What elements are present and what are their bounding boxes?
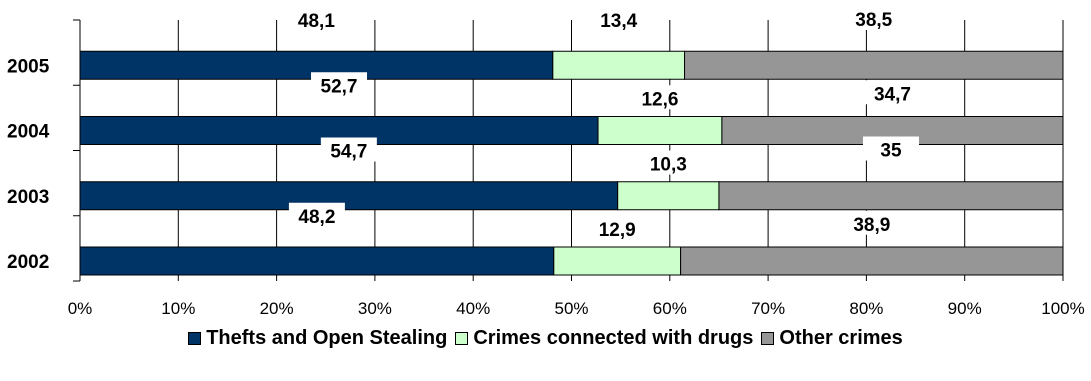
bar-segment [597,116,723,145]
data-label-bg [311,72,368,97]
category-label: 2003 [7,187,49,208]
x-tick-label: 0% [68,299,93,318]
data-label-bg [589,215,646,240]
axes: 2005 2004 2003 2002 [7,19,81,282]
legend-label-other: Other crimes [779,327,903,349]
data-label: 38,9 [853,215,890,236]
data-label: 10,3 [650,155,687,176]
data-labels: 48,1 13,4 38,5 52,7 12,6 34,7 54,7 10,3 35 48,2 12… [288,6,921,241]
data-label-bg [288,202,345,227]
bar-segment [617,181,720,211]
x-tick-label: 50% [554,299,588,318]
data-label: 34,7 [874,84,911,105]
data-label: 54,7 [330,142,367,163]
bar-segment [552,50,686,80]
data-label: 52,7 [321,76,358,97]
bars [79,50,1064,276]
legend-item-other: Other crimes [761,327,903,350]
data-label-bg [640,150,697,175]
bar-segment [718,181,1064,211]
x-tick-label: 90% [948,299,982,318]
x-tick-label: 20% [260,299,294,318]
data-label-bg [864,80,921,105]
data-label: 48,2 [298,207,335,228]
legend-swatch-thefts [188,332,202,345]
bar-segment [79,181,619,211]
category-label: 2004 [7,122,50,143]
data-label-bg [590,7,647,31]
x-tick-label: 30% [358,299,392,318]
data-label-bg [843,210,900,235]
legend-swatch-drugs [455,332,469,345]
stacked-bar-chart: 2005 2004 2003 2002 48,1 13,4 38,5 52,7 12,6 34,… [7,6,1085,318]
bar-segment [684,50,1064,80]
legend: Thefts and Open Stealing Crimes connecte… [0,327,1091,350]
bar-segment [553,246,682,276]
data-label: 12,9 [599,220,636,241]
category-label: 2002 [7,252,49,273]
x-tick-label: 40% [456,299,490,318]
legend-item-drugs: Crimes connected with drugs [455,327,753,350]
data-label-bg [631,85,688,110]
data-label-bg [288,7,345,31]
legend-label-drugs: Crimes connected with drugs [473,327,754,349]
x-tick-label: 70% [751,299,785,318]
legend-swatch-other [761,332,775,345]
data-label-bg [320,137,377,162]
data-label-bg [845,6,902,30]
legend-item-thefts: Thefts and Open Stealing [188,327,447,350]
category-label: 2005 [7,56,50,77]
x-tick-label: 10% [161,299,195,318]
data-label: 13,4 [600,11,637,32]
bar-segment [79,246,555,276]
data-label: 35 [880,141,902,162]
x-tick-label: 100% [1041,299,1084,318]
legend-label-thefts: Thefts and Open Stealing [206,327,448,349]
data-label: 12,6 [641,89,678,110]
bar-segment [680,246,1064,276]
data-label: 48,1 [298,11,335,32]
data-label-bg [862,136,919,161]
x-axis-ticks: 0% 10% 20% 30% 40% 50% 60% 70% 80% 90% 100% [68,299,1085,318]
data-label: 38,5 [855,10,892,31]
x-tick-label: 60% [653,299,687,318]
x-tick-label: 80% [849,299,883,318]
